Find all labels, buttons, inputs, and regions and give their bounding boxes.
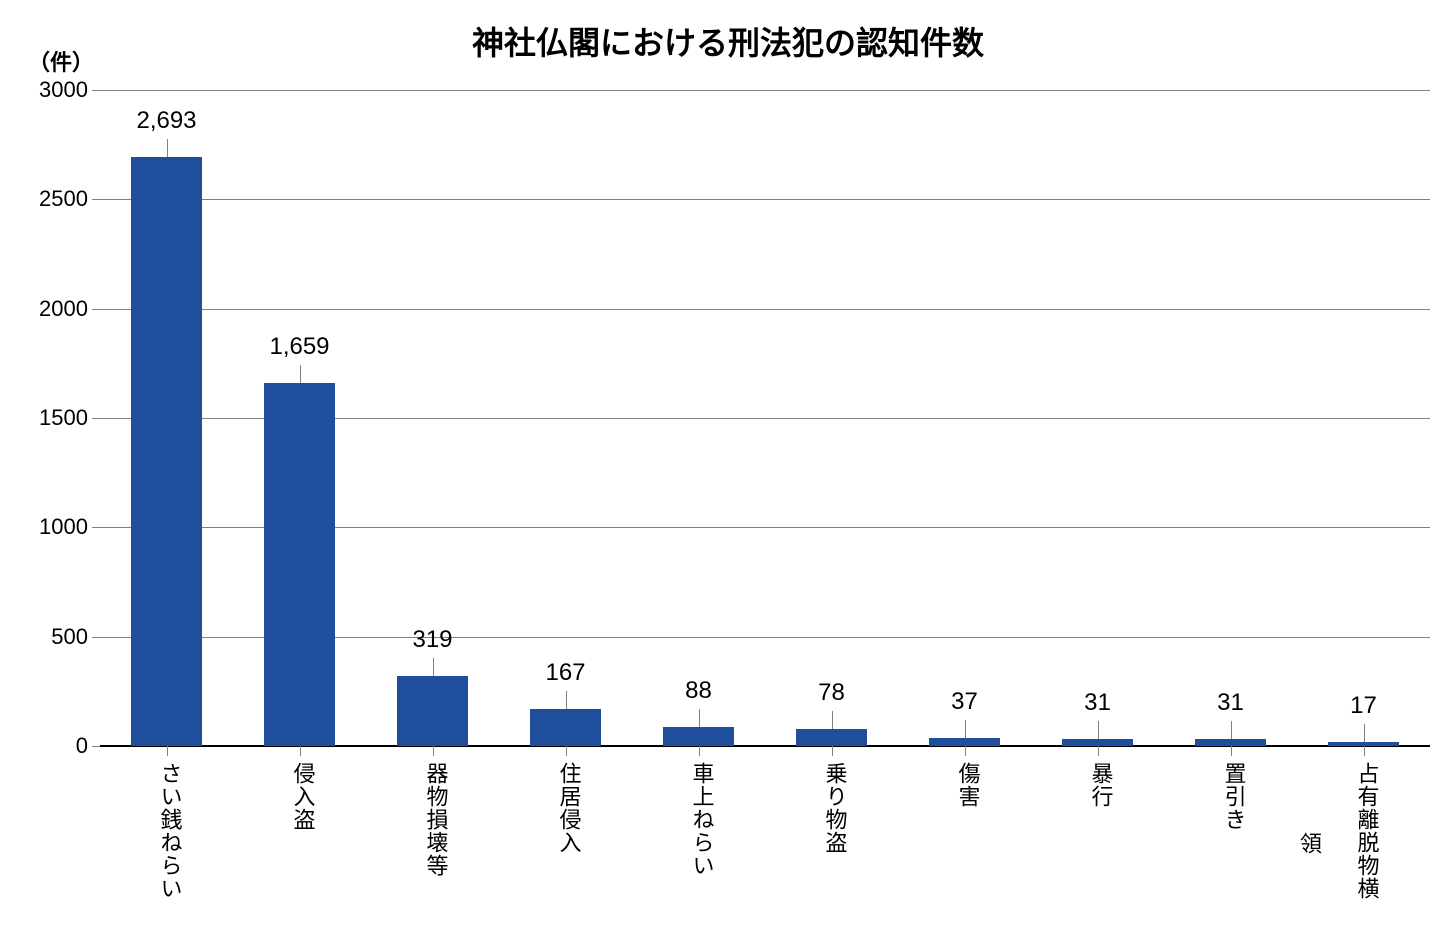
chart-title: 神社仏閣における刑法犯の認知件数: [0, 18, 1456, 64]
bar-value-tick: [1098, 721, 1099, 739]
bar-value-tick: [965, 720, 966, 738]
y-tick-mark: [92, 199, 100, 200]
bar-value-label: 78: [772, 679, 892, 707]
y-tick-mark: [92, 746, 100, 747]
y-tick-label: 2000: [18, 296, 88, 322]
x-tick-mark: [1231, 746, 1232, 756]
y-tick-label: 1500: [18, 405, 88, 431]
y-tick-mark: [92, 309, 100, 310]
x-tick-mark: [300, 746, 301, 756]
y-tick-mark: [92, 527, 100, 528]
bar-value-tick: [167, 139, 168, 157]
bar: [264, 383, 334, 746]
y-tick-mark: [92, 90, 100, 91]
bar-value-tick: [832, 711, 833, 729]
x-tick-mark: [1364, 746, 1365, 756]
bar-value-label: 37: [905, 688, 1025, 716]
bar-value-tick: [433, 658, 434, 676]
x-tick-mark: [566, 746, 567, 756]
x-tick-mark: [433, 746, 434, 756]
x-tick-mark: [699, 746, 700, 756]
bar-value-label: 167: [506, 659, 626, 687]
x-tick-mark: [1098, 746, 1099, 756]
y-tick-label: 0: [18, 733, 88, 759]
bar: [929, 738, 999, 746]
x-tick-mark: [167, 746, 168, 756]
bar-value-label: 17: [1304, 692, 1424, 720]
y-tick-mark: [92, 418, 100, 419]
bar-value-label: 88: [639, 677, 759, 705]
bar: [397, 676, 467, 746]
x-category-label: 住居侵入: [553, 762, 585, 854]
x-category-label: 置引き: [1218, 762, 1250, 831]
x-category-label: 占有離脱物横: [1351, 762, 1383, 900]
y-tick-label: 500: [18, 624, 88, 650]
x-category-label: 車上ねらい: [686, 762, 718, 877]
bar-value-tick: [1231, 721, 1232, 739]
y-tick-label: 1000: [18, 514, 88, 540]
bar-value-label: 2,693: [107, 107, 227, 135]
x-category-label: 器物損壊等: [420, 762, 452, 877]
x-tick-mark: [832, 746, 833, 756]
y-unit-label: （件）: [28, 45, 94, 77]
bar-value-label: 319: [373, 626, 493, 654]
x-category-label: 侵入盗: [287, 762, 319, 831]
gridline: [100, 199, 1430, 200]
gridline: [100, 90, 1430, 91]
y-tick-label: 2500: [18, 186, 88, 212]
x-tick-mark: [965, 746, 966, 756]
bar: [1062, 739, 1132, 746]
bar: [530, 709, 600, 746]
y-tick-mark: [92, 637, 100, 638]
bar: [131, 157, 201, 746]
bar-value-label: 31: [1038, 689, 1158, 717]
bar-value-tick: [566, 691, 567, 709]
plot-area: 0500100015002000250030002,693さい銭ねらい1,659…: [100, 90, 1430, 746]
x-category-label: 乗り物盗: [819, 762, 851, 854]
bar-value-tick: [699, 709, 700, 727]
bar-value-label: 1,659: [240, 333, 360, 361]
x-category-label: さい銭ねらい: [154, 762, 186, 900]
y-tick-label: 3000: [18, 77, 88, 103]
chart-container: 神社仏閣における刑法犯の認知件数 （件） 0500100015002000250…: [0, 0, 1456, 946]
bar-value-tick: [300, 365, 301, 383]
bar: [663, 727, 733, 746]
bar: [1195, 739, 1265, 746]
x-category-label: 傷害: [952, 762, 984, 808]
bar-value-tick: [1364, 724, 1365, 742]
gridline: [100, 309, 1430, 310]
bar: [796, 729, 866, 746]
bar-value-label: 31: [1171, 689, 1291, 717]
x-category-label: 暴行: [1085, 762, 1117, 808]
x-extra-label: 領: [1293, 832, 1325, 854]
